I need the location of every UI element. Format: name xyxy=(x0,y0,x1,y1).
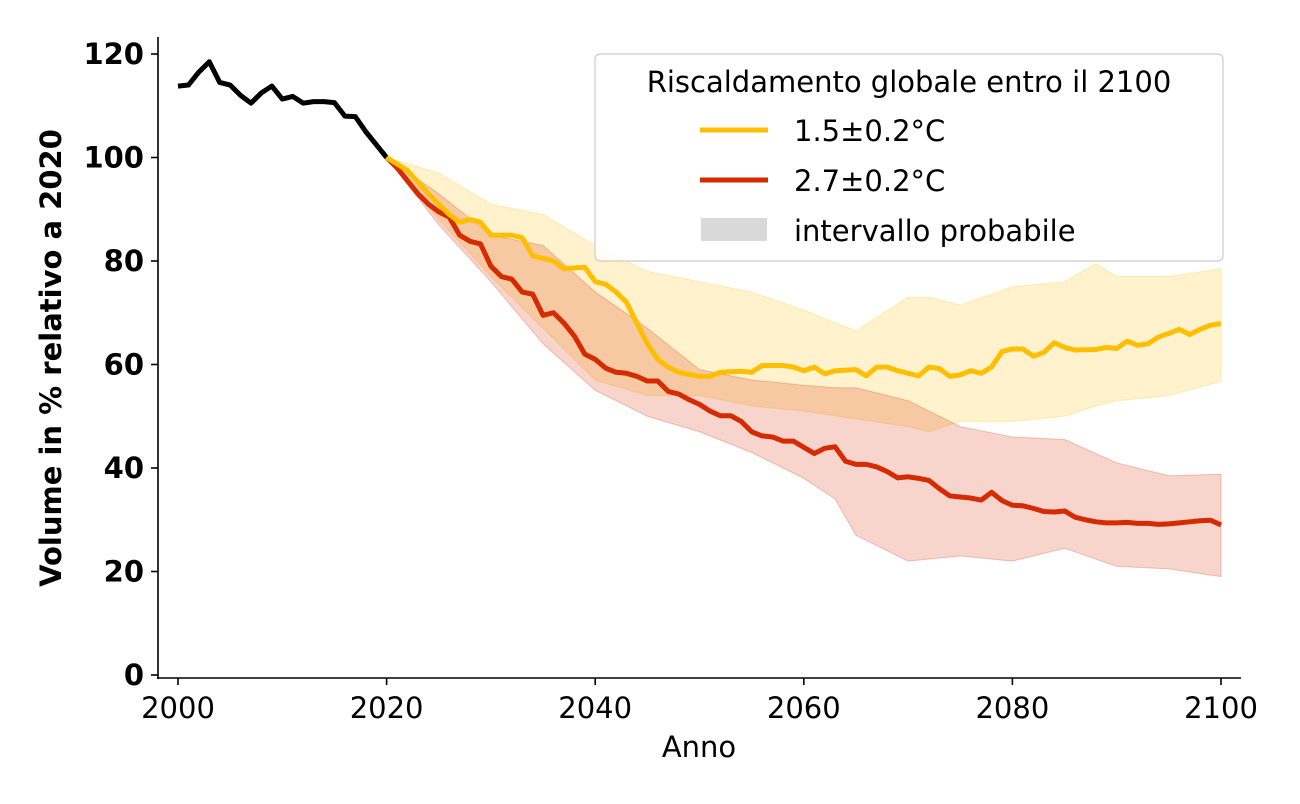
legend-box xyxy=(594,53,1224,262)
series-lines xyxy=(177,59,1223,528)
range-band-high xyxy=(386,157,1222,578)
x-tick-label: 2040 xyxy=(558,691,632,725)
x-tick-label: 2080 xyxy=(975,691,1049,725)
x-tick-label: 2060 xyxy=(767,691,841,725)
x-axis-label: Anno xyxy=(662,730,736,764)
y-tick-label: 100 xyxy=(83,141,144,175)
y-tick-label: 0 xyxy=(124,658,144,692)
legend-title: Riscaldamento globale entro il 2100 xyxy=(647,65,1172,99)
legend-label-1-5: 1.5±0.2°C xyxy=(794,114,945,148)
x-tick-label: 2100 xyxy=(1184,691,1258,725)
x-tick-label: 2000 xyxy=(141,691,215,725)
series-line-high xyxy=(384,155,1223,528)
legend-swatch-range xyxy=(701,218,767,241)
legend-label-2-7: 2.7±0.2°C xyxy=(794,164,945,198)
x-tick-label: 2020 xyxy=(350,691,424,725)
y-tick-label: 60 xyxy=(104,348,144,382)
legend: Riscaldamento globale entro il 2100 1.5±… xyxy=(594,53,1224,262)
y-tick-label: 80 xyxy=(104,244,144,278)
y-tick-label: 40 xyxy=(104,451,144,485)
legend-label-range: intervallo probabile xyxy=(794,214,1076,248)
y-tick-label: 120 xyxy=(83,37,144,71)
series-line-low xyxy=(385,155,1222,379)
historical-line xyxy=(177,59,389,160)
y-axis-label: Volume in % relativo a 2020 xyxy=(34,129,68,587)
y-tick-label: 20 xyxy=(104,555,144,589)
